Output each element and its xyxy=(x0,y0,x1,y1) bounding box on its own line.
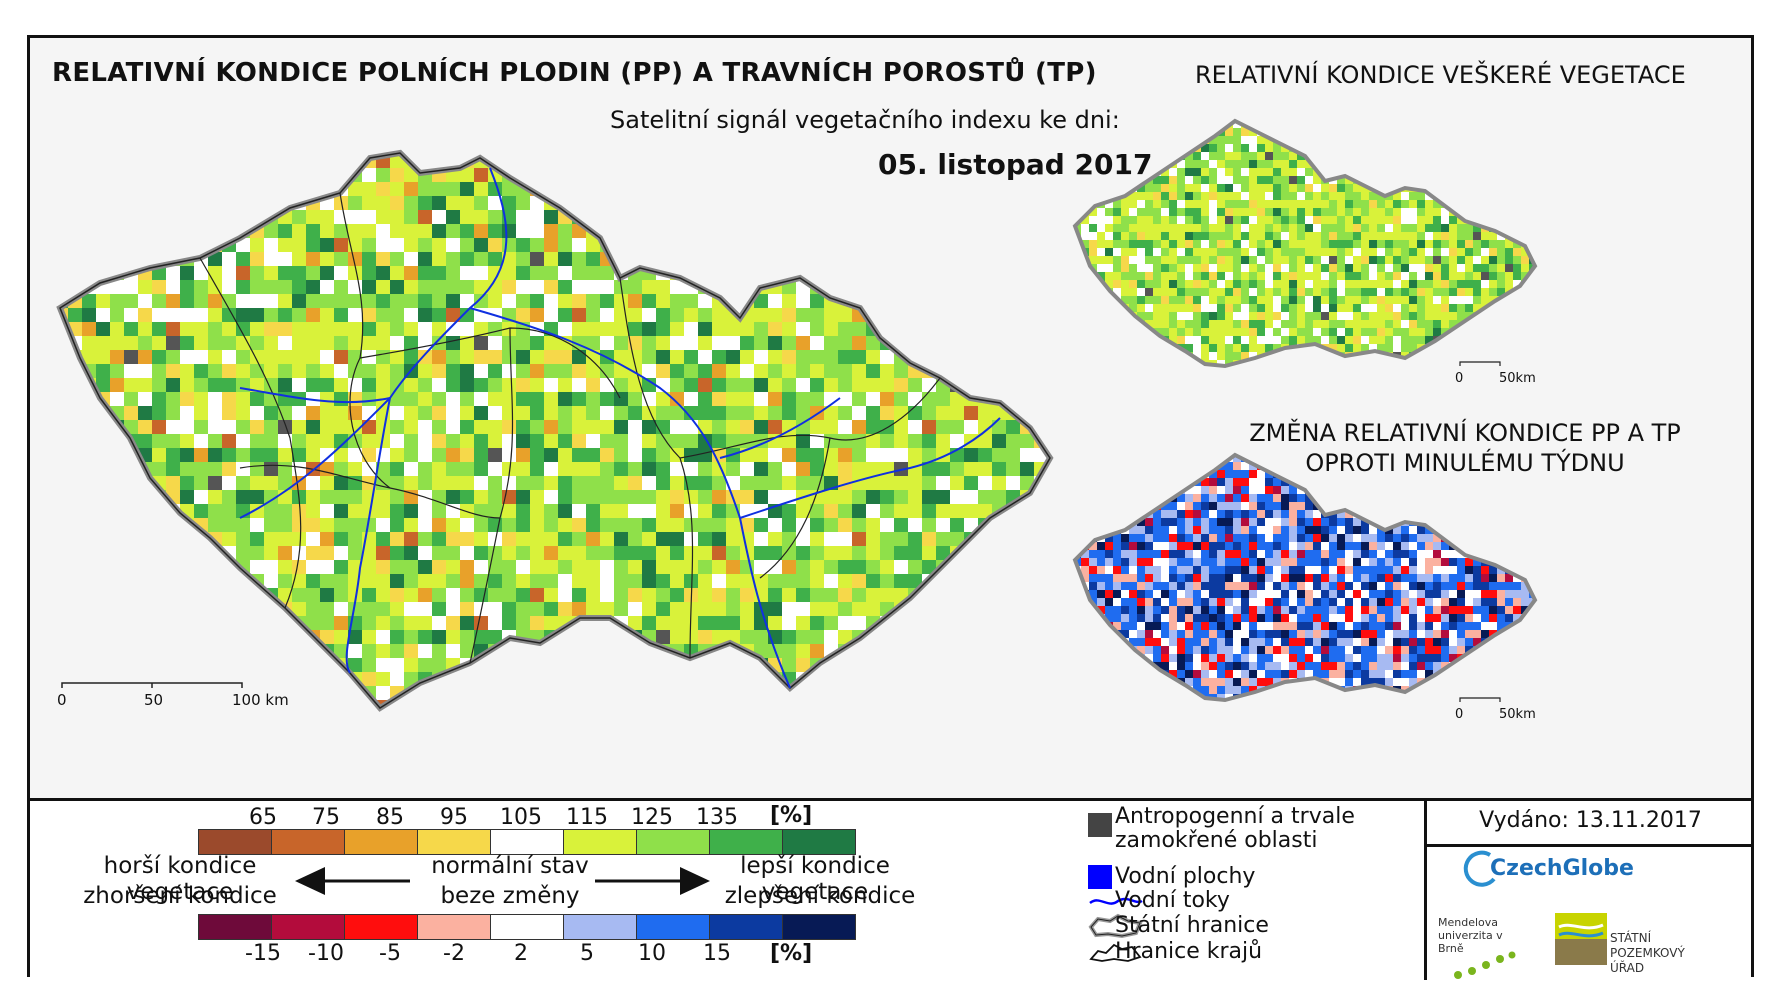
water-square-icon xyxy=(1088,865,1112,889)
rivers xyxy=(239,167,1001,689)
change-map-title: ZMĚNA RELATIVNÍ KONDICE PP A TP OPROTI M… xyxy=(1210,418,1720,478)
state-border-line xyxy=(59,152,1051,709)
state-border-icon xyxy=(1088,913,1143,939)
legend-panel: 65 75 85 95 105 115 125 135 [%] horší ko… xyxy=(30,798,1754,980)
worse-label-1: horší kondice vegetace xyxy=(103,853,257,905)
chg-tick-2: -5 xyxy=(379,941,401,966)
chg-tick-0: -15 xyxy=(245,941,281,966)
cond-tick-0: 65 xyxy=(249,805,277,830)
czechglobe-logo-icon xyxy=(1463,850,1496,887)
cond-tick-6: 125 xyxy=(631,805,673,830)
condition-swatch-5 xyxy=(564,830,637,854)
change-swatch-1 xyxy=(272,915,345,939)
condition-color-ramp xyxy=(198,829,856,855)
change-swatch-3 xyxy=(418,915,491,939)
vegetation-condition-map: 0 50km xyxy=(1072,118,1538,386)
condition-swatch-0 xyxy=(199,830,272,854)
cond-tick-4: 105 xyxy=(500,805,542,830)
cond-tick-5: 115 xyxy=(566,805,608,830)
chg-tick-5: 5 xyxy=(580,941,594,966)
region-borders xyxy=(199,192,941,664)
legend-anthropogenic: Antropogenní a trvale zamokřené oblasti xyxy=(1115,804,1355,853)
main-scale-bar: 0 50 100 km xyxy=(57,682,289,709)
spu-logo: STÁTNÍ POZEMKOVÝ ÚŘAD xyxy=(1610,931,1685,975)
main-condition-map: 0 50 100 km xyxy=(56,149,1054,712)
condition-swatch-4 xyxy=(491,830,564,854)
date-label: 05. listopad 2017 xyxy=(878,148,1153,181)
condition-swatch-8 xyxy=(783,830,855,854)
change-condition-map: 0 50km xyxy=(1072,452,1538,720)
spu-logo-icon xyxy=(1555,913,1607,965)
chg-tick-4: 2 xyxy=(514,941,528,966)
legend-water-bodies: Vodní plochy xyxy=(1115,864,1256,889)
worse-label-2: zhoršení kondice xyxy=(83,883,277,909)
main-title: RELATIVNÍ KONDICE POLNÍCH PLODIN (PP) A … xyxy=(52,58,1097,88)
change-swatch-5 xyxy=(564,915,637,939)
veg-scale-50: 50km xyxy=(1499,371,1536,386)
scale-label-100: 100 km xyxy=(232,691,289,709)
change-swatch-4 xyxy=(491,915,564,939)
change-swatch-2 xyxy=(345,915,418,939)
change-color-ramp xyxy=(198,914,856,940)
chg-scale-bar: 0 50km xyxy=(1455,697,1536,720)
anthropogenic-square-icon xyxy=(1088,813,1112,837)
normal-label-2: beze změny xyxy=(440,883,580,909)
condition-swatch-2 xyxy=(345,830,418,854)
subtitle: Satelitní signál vegetačního indexu ke d… xyxy=(610,106,1120,134)
chg-tick-3: -2 xyxy=(443,941,465,966)
change-title-line2: OPROTI MINULÉMU TÝDNU xyxy=(1305,449,1625,477)
mendel-logo: Mendelova univerzita v Brně xyxy=(1438,916,1503,955)
mendel-dots-icon xyxy=(1454,951,1516,979)
region-border-icon xyxy=(1089,943,1142,962)
veg-border xyxy=(1072,118,1538,369)
right-arrow-icon xyxy=(595,867,710,895)
scale-label-0: 0 xyxy=(57,691,67,709)
change-title-line1: ZMĚNA RELATIVNÍ KONDICE PP A TP xyxy=(1249,419,1681,447)
change-swatch-8 xyxy=(783,915,855,939)
cond-tick-7: 135 xyxy=(696,805,738,830)
veg-scale-0: 0 xyxy=(1455,371,1463,386)
chg-tick-6: 10 xyxy=(638,941,666,966)
left-arrow-icon xyxy=(295,867,410,895)
condition-swatch-7 xyxy=(710,830,783,854)
normal-label-1: normální stav xyxy=(431,853,589,879)
change-swatch-0 xyxy=(199,915,272,939)
chg-tick-7: 15 xyxy=(703,941,731,966)
condition-swatch-6 xyxy=(637,830,710,854)
legend-state-border: Státní hranice xyxy=(1115,913,1269,938)
better-label-2: zlepšení kondice xyxy=(724,883,916,909)
chg-tick-1: -10 xyxy=(308,941,344,966)
chg-unit: [%] xyxy=(770,941,813,966)
chg-border xyxy=(1072,452,1538,703)
legend-rivers: Vodní toky xyxy=(1115,888,1230,913)
issued-date: Vydáno: 13.11.2017 xyxy=(1427,801,1754,847)
chg-scale-0: 0 xyxy=(1455,707,1463,720)
river-line-icon xyxy=(1089,897,1143,905)
veg-scale-bar: 0 50km xyxy=(1455,361,1536,386)
cond-tick-1: 75 xyxy=(312,805,340,830)
map-area: RELATIVNÍ KONDICE POLNÍCH PLODIN (PP) A … xyxy=(30,38,1751,798)
issued-box: Vydáno: 13.11.2017 xyxy=(1424,801,1754,980)
condition-swatch-1 xyxy=(272,830,345,854)
better-label-1: lepší kondice vegetace xyxy=(740,853,890,905)
map-frame: RELATIVNÍ KONDICE POLNÍCH PLODIN (PP) A … xyxy=(27,35,1754,980)
vegetation-map-title: RELATIVNÍ KONDICE VEŠKERÉ VEGETACE xyxy=(1195,61,1686,89)
cond-unit: [%] xyxy=(770,803,813,828)
condition-swatch-3 xyxy=(418,830,491,854)
chg-scale-50: 50km xyxy=(1499,707,1536,720)
change-swatch-6 xyxy=(637,915,710,939)
cond-tick-2: 85 xyxy=(376,805,404,830)
czechglobe-logo: CzechGlobe xyxy=(1490,856,1634,881)
scale-label-50: 50 xyxy=(144,691,163,709)
legend-region-border: Hranice krajů xyxy=(1115,939,1263,964)
cond-tick-3: 95 xyxy=(440,805,468,830)
change-swatch-7 xyxy=(710,915,783,939)
